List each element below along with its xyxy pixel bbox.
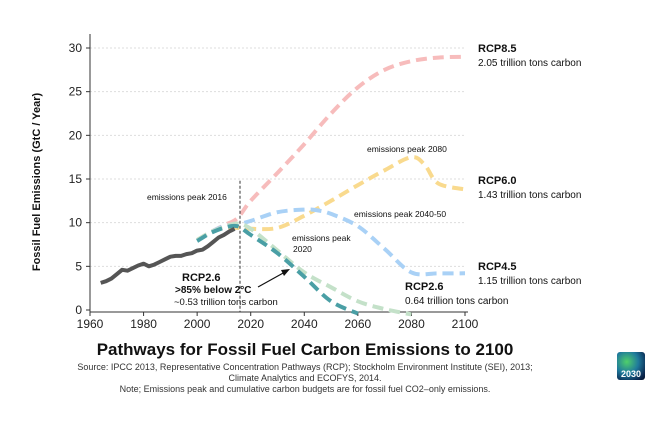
label-rcp85-name: RCP8.5 [478, 43, 517, 55]
series-line-rcp85 [196, 54, 466, 242]
label-rcp26b-name: RCP2.6 [182, 272, 221, 284]
source-line-2: Climate Analytics and ECOFYS, 2014. [228, 373, 382, 383]
label-rcp26b-line1: >85% below 2°C [175, 285, 252, 296]
label-rcp60-name: RCP6.0 [478, 175, 517, 187]
label-rcp45-name: RCP4.5 [478, 261, 517, 273]
x-tick-label: 2040 [291, 317, 318, 331]
emissions-chart: 0 5 10 15 20 25 30 1960 1980 2000 2020 2040 2060 208… [31, 34, 581, 331]
rcp26b-arrow-shaft [257, 271, 286, 288]
y-tick-label: 15 [69, 172, 83, 186]
y-tick-label: 0 [75, 303, 82, 317]
annotation-peak-2040: emissions peak 2040-50 [354, 209, 446, 219]
series-line-historical [100, 227, 236, 285]
label-rcp26-desc: 0.64 trillion tons carbon [405, 296, 508, 307]
x-tick-label: 2080 [398, 317, 425, 331]
y-tick-label: 5 [75, 259, 82, 273]
y-tick-label: 20 [69, 128, 83, 142]
x-tick-label: 2020 [237, 317, 264, 331]
globe-logo-icon: 2030 [617, 352, 645, 380]
x-tick-label: 2100 [452, 317, 479, 331]
x-axis-ticks: 1960 1980 2000 2020 2040 2060 2080 2100 [77, 312, 479, 331]
label-rcp45-desc: 1.15 trillion tons carbon [478, 276, 581, 287]
label-rcp26b-line2: ~0.53 trillion tons carbon [174, 297, 278, 308]
annotation-peak-2080: emissions peak 2080 [367, 144, 447, 154]
rcp26b-arrow-head [281, 269, 290, 276]
series-line-rcp26-low [196, 223, 359, 316]
series-lines [100, 54, 466, 317]
annotation-peak-2016: emissions peak 2016 [147, 192, 227, 202]
source-line-1: Source: IPCC 2013, Representative Concen… [77, 362, 533, 372]
x-tick-label: 1980 [130, 317, 157, 331]
y-tick-label: 10 [69, 216, 83, 230]
gridlines [90, 47, 465, 267]
logo-text: 2030 [620, 369, 642, 379]
note-line: Note; Emissions peak and cumulative carb… [119, 384, 491, 394]
annotation-peak-2020-line2: 2020 [293, 244, 312, 254]
y-axis-ticks: 0 5 10 15 20 25 30 [69, 41, 90, 317]
x-tick-label: 2060 [345, 317, 372, 331]
annotation-peak-2020-line1: emissions peak [292, 233, 351, 243]
y-tick-label: 30 [69, 41, 83, 55]
chart-title: Pathways for Fossil Fuel Carbon Emission… [96, 340, 514, 359]
label-rcp85-desc: 2.05 trillion tons carbon [478, 58, 581, 69]
x-tick-label: 2000 [184, 317, 211, 331]
x-tick-label: 1960 [77, 317, 104, 331]
y-tick-label: 25 [69, 85, 83, 99]
label-rcp60-desc: 1.43 trillion tons carbon [478, 190, 581, 201]
series-line-rcp45 [196, 207, 466, 277]
label-rcp26-name: RCP2.6 [405, 281, 444, 293]
source-notes: Source: IPCC 2013, Representative Concen… [0, 362, 610, 395]
y-axis-label: Fossil Fuel Emissions (GtC / Year) [31, 93, 43, 272]
